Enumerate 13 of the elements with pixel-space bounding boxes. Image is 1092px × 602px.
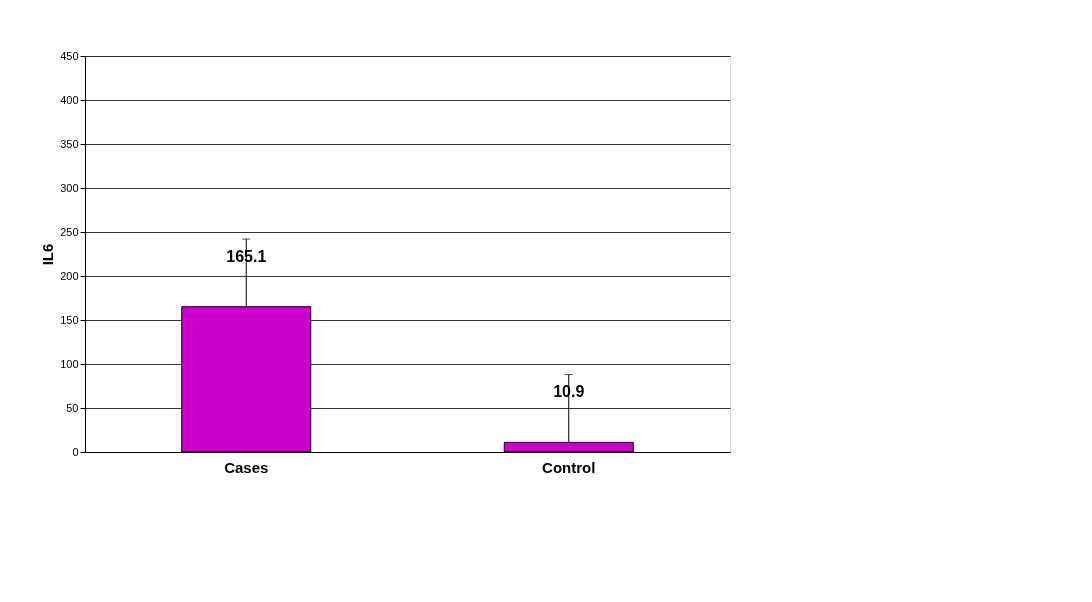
x-tick-label: Cases <box>224 458 269 476</box>
y-tick-label: 450 <box>60 49 79 62</box>
y-axis-title: IL6 <box>39 243 57 266</box>
y-tick-label: 250 <box>60 225 79 238</box>
y-tick-label: 350 <box>60 137 79 150</box>
y-tick-label: 50 <box>66 401 79 414</box>
y-tick-label: 150 <box>60 313 79 326</box>
y-tick-label: 0 <box>72 445 79 458</box>
y-tick-label: 400 <box>60 93 79 106</box>
y-tick-label: 200 <box>60 269 79 282</box>
y-tick-label: 100 <box>60 357 79 370</box>
y-tick-label: 300 <box>60 181 79 194</box>
x-tick-label: Control <box>542 458 596 476</box>
